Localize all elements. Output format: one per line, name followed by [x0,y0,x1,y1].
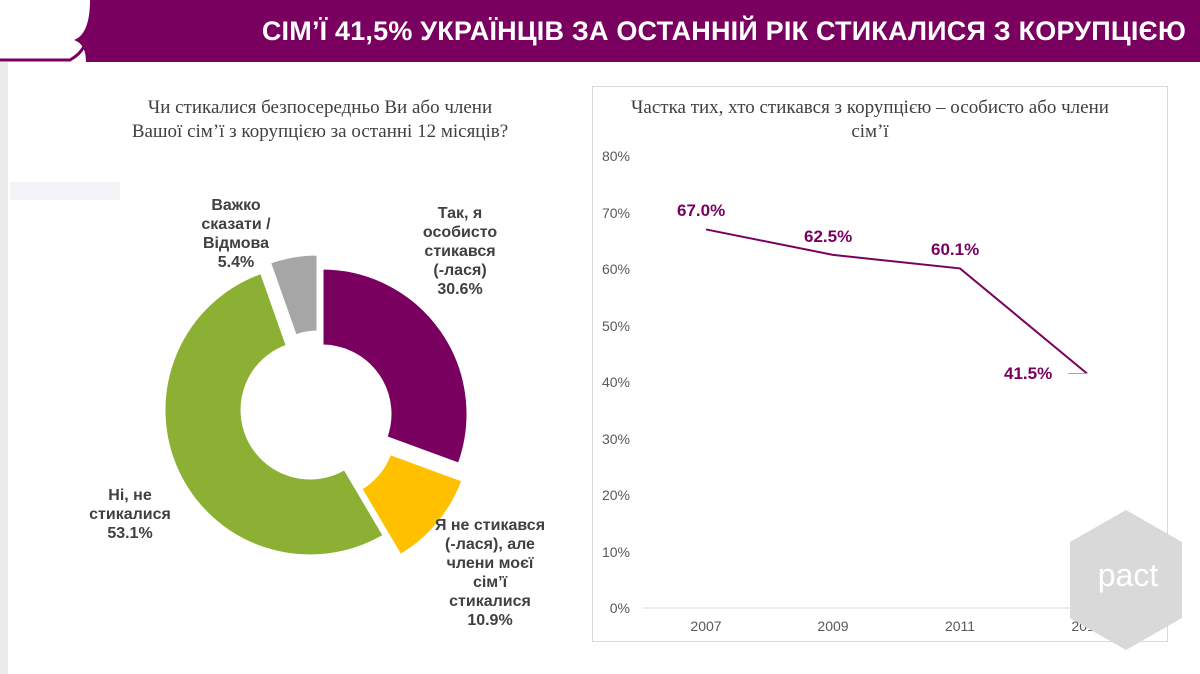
data-label-2009: 62.5% [804,227,853,246]
y-tick-label: 20% [601,487,630,503]
slice-label-line: Важко [211,197,261,214]
logo-text: pact [1098,557,1159,593]
data-label-2007: 67.0% [677,201,726,220]
y-tick-label: 70% [601,205,630,221]
x-tick-label: 2009 [817,618,849,634]
data-label-2018: 41.5% [1004,364,1053,383]
slice-label-line: сказати / [201,216,271,233]
slice-value: 10.9% [467,612,513,629]
slice-label-line: Я не стикався [434,517,546,534]
slice-label-line: Ні, не [108,487,152,504]
page-title: СІМ’Ї 41,5% УКРАЇНЦІВ ЗА ОСТАННІЙ РІК СТ… [261,16,1186,46]
slice-label-line: члени моєї [446,555,534,572]
slice-label-line: Відмова [202,235,270,252]
slice-label-family: Я не стикався (-лася), але члени моєї сі… [420,516,560,630]
slice-label-line: особисто [422,224,498,241]
slice-label-line: стикалися [89,506,171,523]
x-tick-label: 2007 [690,618,722,634]
y-tick-label: 30% [601,431,630,447]
slice-label-line: стикався [424,243,496,260]
banner-fill [0,0,1200,62]
pact-logo: pact [1070,510,1182,650]
banner-shape [0,0,1200,62]
title-banner: СІМ’Ї 41,5% УКРАЇНЦІВ ЗА ОСТАННІЙ РІК СТ… [0,0,1200,62]
donut-slice [320,266,470,467]
slice-label-personal: Так, я особисто стикався (-лася) 30.6% [400,204,520,299]
y-tick-label: 80% [601,148,630,164]
slice-label-line: (-лася) [433,262,487,279]
left-edge-strip [0,0,8,674]
y-tick-label: 10% [601,544,630,560]
slice-value: 30.6% [437,281,483,298]
logo-hexagon [1070,510,1182,650]
slice-label-no: Ні, не стикалися 53.1% [80,486,180,543]
y-tick-label: 40% [601,374,630,390]
donut-slice [267,252,320,338]
x-tick-label: 2011 [944,618,976,634]
line-chart-title: Частка тих, хто стикався з корупцією – о… [631,97,1109,142]
y-tick-label: 50% [601,318,630,334]
slice-label-line: Так, я [437,205,483,222]
donut-chart-title: Чи стикалися безпосередньо Ви або члени … [131,97,509,142]
y-tick-label: 0% [609,600,630,616]
donut-slice [162,270,387,558]
slice-label-hard-to-say: Важко сказати / Відмова 5.4% [186,196,286,272]
slice-value: 53.1% [107,525,153,542]
y-tick-label: 60% [601,261,630,277]
donut-chart [162,252,470,558]
slice-label-line: (-лася), але [445,536,535,553]
slice-label-line: сім’ї [472,574,508,591]
slice-value: 5.4% [217,254,255,271]
donut-slice [358,451,465,558]
slice-label-line: стикалися [449,593,531,610]
data-label-2011: 60.1% [931,240,980,259]
banner-notch [0,39,88,62]
faint-decoration [10,182,120,200]
